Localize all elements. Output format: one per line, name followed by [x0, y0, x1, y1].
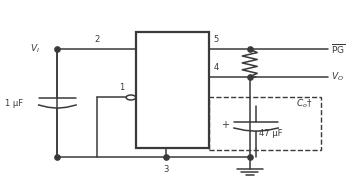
Text: +: +: [222, 120, 229, 130]
Text: OUT: OUT: [178, 72, 197, 81]
Text: $V_O$: $V_O$: [331, 71, 344, 83]
Text: $V_I$: $V_I$: [30, 43, 40, 55]
Text: 1: 1: [119, 83, 125, 92]
Circle shape: [126, 95, 136, 100]
Text: GND: GND: [142, 122, 163, 131]
Text: $C_o$†: $C_o$†: [296, 98, 313, 110]
Text: 47 µF: 47 µF: [259, 129, 283, 138]
Text: 3: 3: [164, 165, 169, 174]
Text: $\overline{\rm PG}$: $\overline{\rm PG}$: [181, 42, 195, 56]
Text: $\overline{\rm EN}$: $\overline{\rm EN}$: [149, 91, 163, 104]
Text: 2: 2: [94, 35, 99, 44]
Text: IN: IN: [149, 45, 158, 54]
Text: 5: 5: [214, 35, 219, 44]
Text: $\overline{\rm PG}$: $\overline{\rm PG}$: [331, 42, 346, 56]
Bar: [209, 97, 321, 150]
Bar: [136, 32, 209, 148]
Text: 1 µF: 1 µF: [5, 99, 23, 108]
Text: 4: 4: [214, 62, 219, 71]
